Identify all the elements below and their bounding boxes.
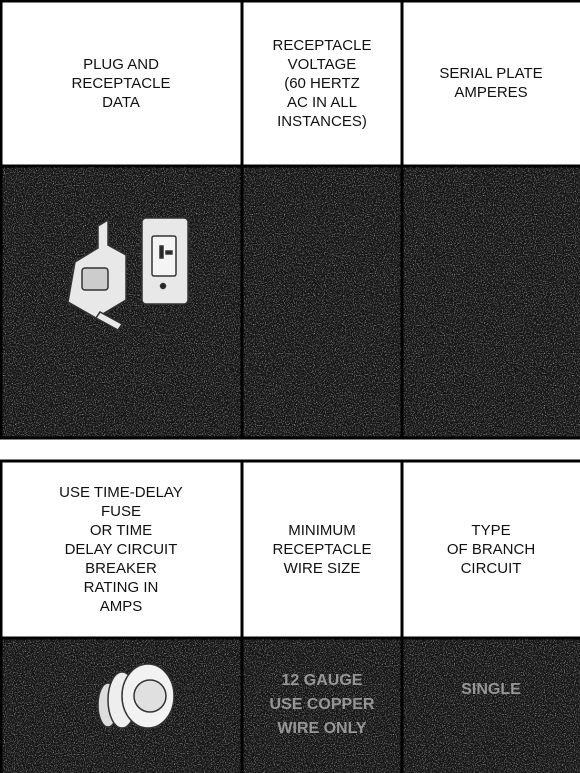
table-border bbox=[0, 0, 580, 440]
plug-icon bbox=[67, 217, 189, 331]
header-cell: RECEPTACLE VOLTAGE (60 HERTZ AC IN ALL I… bbox=[272, 36, 372, 130]
header-cell: MINIMUM RECEPTACLE WIRE SIZE bbox=[272, 522, 372, 577]
header-cell: PLUG AND RECEPTACLE DATA bbox=[71, 55, 171, 111]
cell-text: SINGLE bbox=[461, 681, 521, 698]
header-cell: USE TIME-DELAY FUSE OR TIME DELAY CIRCUI… bbox=[59, 484, 183, 615]
header-cell: SERIAL PLATE AMPERES bbox=[439, 65, 543, 101]
cell-text: 12 GAUGE USE COPPER WIRE ONLY bbox=[269, 672, 375, 737]
header-cell: TYPE OF BRANCH CIRCUIT bbox=[446, 522, 536, 577]
fuse-icon bbox=[97, 663, 175, 729]
